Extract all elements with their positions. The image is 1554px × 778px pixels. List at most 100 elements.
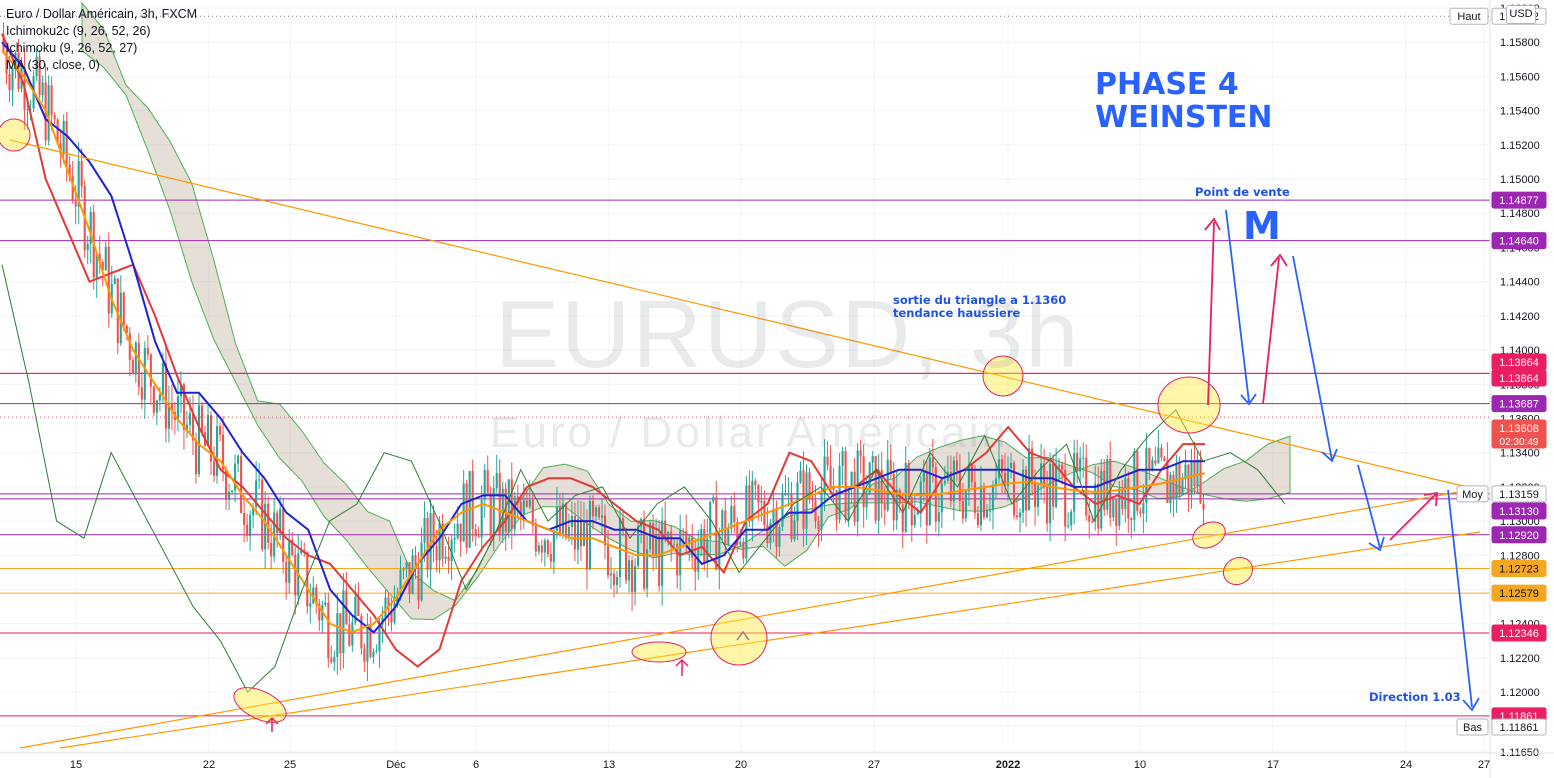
price-badge[interactable] bbox=[1491, 419, 1547, 449]
price-badge[interactable] bbox=[1491, 502, 1547, 520]
price-badge[interactable] bbox=[1491, 718, 1547, 736]
candle-body bbox=[1040, 463, 1043, 486]
candle-body bbox=[1181, 479, 1184, 494]
candle-body bbox=[949, 471, 952, 502]
price-badge[interactable] bbox=[1491, 369, 1547, 387]
candle-body bbox=[895, 489, 898, 521]
candle-body bbox=[89, 211, 92, 244]
candle-body bbox=[206, 415, 210, 447]
candle-body bbox=[582, 522, 586, 547]
candle-body bbox=[612, 573, 616, 585]
candle-body bbox=[1031, 448, 1034, 485]
highlight-ellipse bbox=[233, 687, 287, 723]
price-badge[interactable] bbox=[1491, 526, 1547, 544]
price-badge[interactable] bbox=[1491, 624, 1547, 642]
candle-body bbox=[80, 161, 83, 187]
series-line bbox=[1, 41, 1205, 634]
candle-body bbox=[991, 484, 995, 511]
price-badge-value: 1.12346 bbox=[1499, 628, 1539, 640]
candle-body bbox=[234, 463, 237, 491]
horizontal-levels bbox=[0, 15, 1490, 717]
point-de-vente-note: Point de vente bbox=[1195, 185, 1290, 199]
candle-body bbox=[1018, 512, 1022, 518]
candle-body bbox=[146, 348, 149, 355]
candle-body bbox=[543, 540, 546, 553]
price-badge[interactable] bbox=[1491, 559, 1547, 577]
price-badge-tag-label: Bas bbox=[1463, 722, 1482, 734]
candle-body bbox=[215, 426, 219, 476]
candle-body bbox=[14, 52, 17, 69]
price-badge[interactable] bbox=[1491, 584, 1547, 602]
candle-body bbox=[11, 68, 14, 91]
candle-body bbox=[444, 556, 447, 559]
candle-body bbox=[65, 120, 68, 165]
candle-body bbox=[814, 500, 817, 522]
arrow-up-icon bbox=[675, 658, 689, 676]
candle-body bbox=[243, 512, 246, 525]
trendline-lower-2 bbox=[59, 531, 1481, 749]
price-axis-bg bbox=[1490, 0, 1554, 778]
highlight-ellipse bbox=[982, 355, 1024, 397]
candle-body bbox=[931, 457, 934, 468]
candle-body bbox=[209, 415, 213, 462]
candle-body bbox=[573, 515, 576, 550]
legend-indicator-ma[interactable]: MA (30, close, 0) bbox=[6, 58, 100, 72]
candle-body bbox=[871, 456, 874, 463]
candle-body bbox=[35, 56, 38, 77]
price-badge[interactable] bbox=[1491, 191, 1547, 209]
arrow-up-icon bbox=[736, 630, 750, 641]
candle-body bbox=[588, 500, 592, 570]
candle-body bbox=[1006, 467, 1010, 487]
y-tick-label: 1.15000 bbox=[1500, 174, 1540, 186]
candle-body bbox=[751, 480, 754, 522]
candle-body bbox=[492, 488, 495, 536]
candle-body bbox=[185, 424, 189, 431]
legend-indicator-ichimoku[interactable]: Ichimoku (9, 26, 52, 27) bbox=[6, 41, 138, 55]
candle-body bbox=[164, 363, 167, 429]
candle-body bbox=[29, 108, 32, 110]
price-badge[interactable] bbox=[1491, 395, 1547, 413]
candle-body bbox=[1000, 459, 1004, 473]
price-badge[interactable] bbox=[1491, 485, 1547, 503]
candle-body bbox=[643, 518, 646, 589]
candle-body bbox=[724, 510, 727, 546]
candle-body bbox=[405, 562, 408, 570]
candle-body bbox=[56, 119, 59, 144]
y-tick-label: 1.15800 bbox=[1500, 37, 1540, 49]
candle-body bbox=[621, 518, 625, 530]
candle-body bbox=[1133, 451, 1136, 521]
highlight-ellipse bbox=[1157, 376, 1221, 434]
candle-body bbox=[1136, 451, 1139, 512]
candle-body bbox=[883, 502, 886, 511]
candle-body bbox=[850, 471, 853, 487]
candle-body bbox=[1157, 447, 1160, 464]
y-tick-label: 1.12000 bbox=[1500, 687, 1540, 699]
candle-body bbox=[1130, 518, 1133, 521]
y-tick-label: 1.15600 bbox=[1500, 71, 1540, 83]
candle-body bbox=[826, 456, 829, 466]
candle-body bbox=[375, 651, 378, 653]
y-tick-label: 1.14400 bbox=[1500, 277, 1540, 289]
candle-body bbox=[594, 507, 598, 517]
legend-indicator-ichimoku2c[interactable]: Ichimoku2c (9, 26, 52, 26) bbox=[6, 24, 151, 38]
time-axis[interactable]: 15 22 25 Déc 6 13 20 27 2022 10 17 24 27 bbox=[0, 752, 1554, 771]
candle-body bbox=[170, 404, 173, 413]
grid bbox=[0, 7, 1490, 753]
candle-body bbox=[802, 470, 805, 529]
phase-line-2: WEINSTEN bbox=[1095, 100, 1273, 135]
price-badge[interactable] bbox=[1491, 232, 1547, 250]
legend-symbol[interactable]: Euro / Dollar Américain, 3h, FXCM bbox=[6, 7, 198, 21]
candle-body bbox=[847, 486, 850, 520]
candle-body bbox=[793, 520, 796, 540]
candle-body bbox=[973, 482, 976, 514]
candle-body bbox=[748, 485, 751, 522]
price-axis[interactable]: 1.160001.158001.156001.154001.152001.150… bbox=[1449, 0, 1554, 778]
candle-body bbox=[104, 246, 107, 271]
currency-button[interactable]: USD bbox=[1506, 5, 1536, 24]
candle-body bbox=[149, 354, 152, 387]
candle-body bbox=[1139, 511, 1142, 514]
candle-body bbox=[179, 384, 182, 397]
candle-body bbox=[1142, 503, 1145, 514]
forecast-up-arrow bbox=[1389, 493, 1437, 541]
